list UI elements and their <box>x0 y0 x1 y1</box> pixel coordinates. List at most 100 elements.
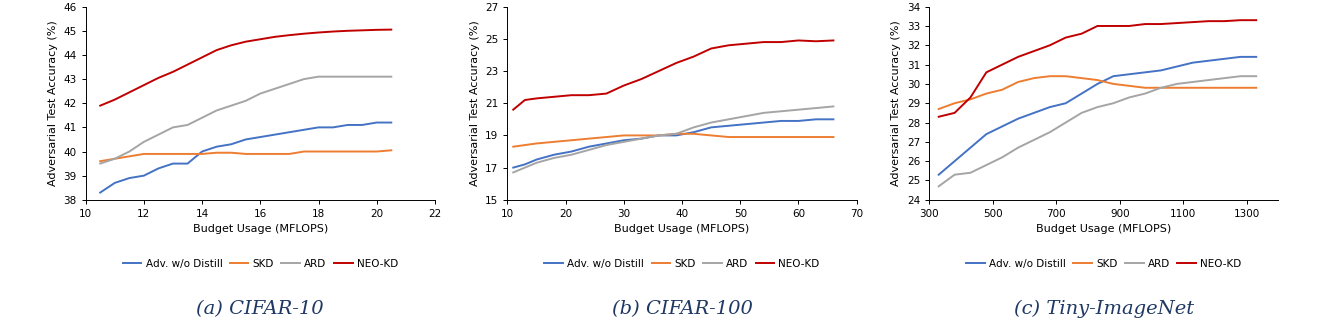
NEO-KD <box>1106 24 1122 28</box>
SKD <box>326 150 341 154</box>
NEO-KD <box>223 43 239 47</box>
Y-axis label: Adversarial Test Accuracy (%): Adversarial Test Accuracy (%) <box>891 20 902 186</box>
ARD <box>1043 130 1058 134</box>
Text: (c) Tiny-ImageNet: (c) Tiny-ImageNet <box>1014 300 1194 318</box>
ARD <box>282 82 298 86</box>
NEO-KD <box>179 63 195 67</box>
ARD <box>355 75 370 79</box>
ARD <box>268 87 283 91</box>
NEO-KD <box>564 93 580 97</box>
Adv. w/o Distill <box>825 117 841 121</box>
Adv. w/o Distill <box>651 134 667 138</box>
Adv. w/o Distill <box>253 135 269 139</box>
NEO-KD <box>505 108 521 112</box>
SKD <box>165 152 181 156</box>
SKD <box>564 138 580 142</box>
ARD <box>208 109 224 113</box>
Adv. w/o Distill <box>634 137 650 141</box>
SKD <box>1201 86 1217 90</box>
Adv. w/o Distill <box>598 142 614 146</box>
Adv. w/o Distill <box>564 150 580 154</box>
Adv. w/o Distill <box>946 159 962 163</box>
ARD <box>1058 121 1074 125</box>
Adv. w/o Distill <box>1217 57 1232 61</box>
ARD <box>1090 105 1106 109</box>
SKD <box>268 152 283 156</box>
ARD <box>223 104 239 108</box>
NEO-KD <box>355 28 370 32</box>
Adv. w/o Distill <box>179 162 195 166</box>
NEO-KD <box>668 61 684 65</box>
SKD <box>721 135 737 139</box>
NEO-KD <box>931 115 946 119</box>
NEO-KD <box>616 84 631 88</box>
Adv. w/o Distill <box>931 173 946 177</box>
ARD <box>1201 78 1217 82</box>
Adv. w/o Distill <box>962 146 978 150</box>
Adv. w/o Distill <box>774 119 789 123</box>
SKD <box>1090 78 1106 82</box>
Adv. w/o Distill <box>1025 111 1041 115</box>
SKD <box>962 97 978 101</box>
Line: SKD: SKD <box>938 76 1256 109</box>
Adv. w/o Distill <box>107 181 123 185</box>
SKD <box>931 107 946 111</box>
ARD <box>297 77 312 81</box>
Adv. w/o Distill <box>704 126 720 130</box>
NEO-KD <box>808 39 824 43</box>
SKD <box>517 143 532 147</box>
ARD <box>369 75 385 79</box>
SKD <box>1248 86 1264 90</box>
SKD <box>1043 74 1058 78</box>
SKD <box>179 152 195 156</box>
SKD <box>978 92 994 96</box>
SKD <box>340 150 356 154</box>
Line: ARD: ARD <box>100 77 391 164</box>
Legend: Adv. w/o Distill, SKD, ARD, NEO-KD: Adv. w/o Distill, SKD, ARD, NEO-KD <box>544 259 820 269</box>
ARD <box>962 171 978 175</box>
NEO-KD <box>1058 36 1074 40</box>
NEO-KD <box>1122 24 1137 28</box>
NEO-KD <box>791 39 807 43</box>
Y-axis label: Adversarial Test Accuracy (%): Adversarial Test Accuracy (%) <box>469 20 480 186</box>
NEO-KD <box>340 29 356 33</box>
SKD <box>581 137 597 141</box>
ARD <box>1122 96 1137 100</box>
Adv. w/o Distill <box>791 119 807 123</box>
Line: NEO-KD: NEO-KD <box>938 20 1256 117</box>
ARD <box>1153 86 1169 90</box>
NEO-KD <box>704 47 720 51</box>
NEO-KD <box>165 70 181 74</box>
ARD <box>791 108 807 112</box>
SKD <box>1232 86 1248 90</box>
ARD <box>150 133 166 137</box>
Adv. w/o Distill <box>1090 82 1106 86</box>
SKD <box>598 135 614 139</box>
SKD <box>668 132 684 136</box>
Line: NEO-KD: NEO-KD <box>100 30 391 106</box>
ARD <box>598 143 614 147</box>
NEO-KD <box>1248 18 1264 22</box>
ARD <box>721 117 737 121</box>
ARD <box>616 140 631 144</box>
NEO-KD <box>121 90 137 94</box>
NEO-KD <box>755 40 771 44</box>
Adv. w/o Distill <box>297 128 312 132</box>
SKD <box>1074 76 1090 80</box>
SKD <box>738 135 754 139</box>
NEO-KD <box>825 39 841 43</box>
Line: ARD: ARD <box>513 107 833 172</box>
SKD <box>651 134 667 138</box>
ARD <box>651 134 667 138</box>
NEO-KD <box>369 28 385 32</box>
SKD <box>634 134 650 138</box>
SKD <box>529 142 544 146</box>
NEO-KD <box>1074 32 1090 36</box>
Line: Adv. w/o Distill: Adv. w/o Distill <box>513 119 833 167</box>
ARD <box>808 106 824 110</box>
Text: (b) CIFAR-100: (b) CIFAR-100 <box>612 300 753 318</box>
SKD <box>946 101 962 105</box>
ARD <box>107 157 123 161</box>
SKD <box>1137 86 1153 90</box>
ARD <box>1248 74 1264 78</box>
